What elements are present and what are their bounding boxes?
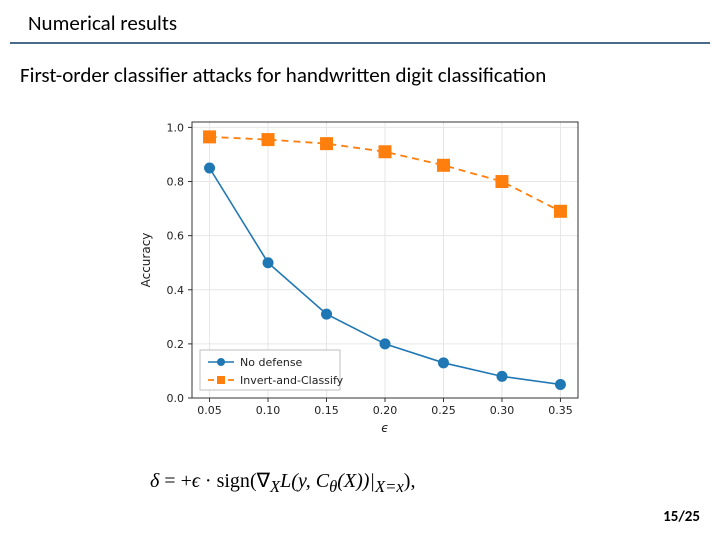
slide: Numerical results First-order classifier… [0, 0, 720, 540]
slide-subtitle: First-order classifier attacks for handw… [20, 62, 546, 88]
svg-text:Accuracy: Accuracy [139, 233, 153, 288]
formula-L: L(y, C [280, 470, 329, 492]
svg-text:1.0: 1.0 [167, 121, 185, 134]
svg-text:0.05: 0.05 [197, 404, 222, 417]
svg-text:0.30: 0.30 [490, 404, 515, 417]
formula-close: ), [404, 470, 416, 492]
svg-text:0.20: 0.20 [373, 404, 398, 417]
svg-text:0.0: 0.0 [167, 392, 185, 405]
formula-dot: · [200, 470, 217, 492]
svg-text:ϵ: ϵ [381, 421, 388, 435]
svg-text:No defense: No defense [240, 356, 303, 369]
svg-text:0.4: 0.4 [167, 284, 185, 297]
chart-svg: 0.05 0.10 0.15 0.20 0.25 0.30 0.35 0.0 0.2 0.4 0.6… [130, 108, 590, 448]
formula-eq: = + [159, 470, 192, 492]
formula-cond: X=x [375, 477, 404, 496]
formula-delta: δ [150, 470, 159, 492]
formula-Xp: (X))| [337, 470, 375, 492]
formula-eps: ϵ [192, 470, 200, 492]
accuracy-chart: 0.05 0.10 0.15 0.20 0.25 0.30 0.35 0.0 0.2 0.4 0.6… [130, 108, 590, 448]
svg-text:0.6: 0.6 [167, 230, 185, 243]
formula-open: (∇ [250, 470, 270, 492]
formula-sign: sign [217, 470, 250, 492]
svg-text:0.25: 0.25 [431, 404, 456, 417]
svg-text:0.8: 0.8 [167, 176, 185, 189]
svg-text:0.15: 0.15 [314, 404, 339, 417]
svg-text:0.2: 0.2 [167, 338, 185, 351]
svg-text:0.10: 0.10 [256, 404, 281, 417]
formula-sub1: X [270, 477, 280, 496]
svg-text:Invert-and-Classify: Invert-and-Classify [240, 374, 344, 387]
svg-text:0.35: 0.35 [548, 404, 573, 417]
formula: δ = +ϵ · sign(∇XL(y, Cθ(X))|X=x), [150, 468, 415, 497]
page-number: 15/25 [663, 508, 700, 526]
slide-header: Numerical results [28, 10, 177, 36]
header-rule [10, 42, 710, 44]
